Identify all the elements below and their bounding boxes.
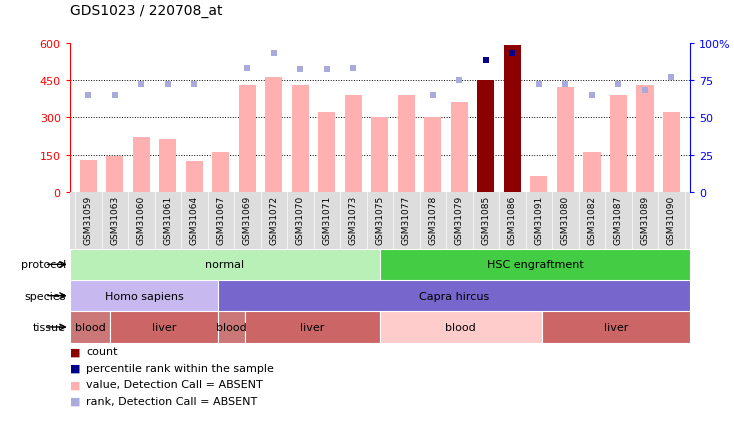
Bar [504, 46, 521, 193]
Bar [610, 95, 627, 193]
Text: GSM31077: GSM31077 [401, 195, 411, 245]
Text: GSM31064: GSM31064 [190, 195, 199, 244]
Bar [265, 78, 283, 193]
Text: GSM31089: GSM31089 [640, 195, 650, 245]
Point [533, 82, 545, 89]
Text: tissue: tissue [33, 322, 66, 332]
Text: GSM31079: GSM31079 [455, 195, 464, 245]
Text: GSM31091: GSM31091 [534, 195, 543, 245]
Bar [110, 312, 218, 343]
Bar [239, 85, 256, 193]
Bar [542, 312, 690, 343]
Point [427, 92, 439, 99]
Text: ■: ■ [70, 396, 80, 406]
Text: GSM31075: GSM31075 [375, 195, 385, 245]
Bar [291, 85, 309, 193]
Text: GSM31082: GSM31082 [587, 195, 597, 244]
Bar [106, 157, 123, 193]
Point [162, 82, 174, 89]
Bar [319, 113, 335, 193]
Bar [424, 118, 441, 193]
Text: GSM31061: GSM31061 [163, 195, 172, 245]
Text: liver: liver [300, 322, 324, 332]
Point [586, 92, 597, 99]
Text: GSM31059: GSM31059 [84, 195, 92, 245]
Text: GSM31070: GSM31070 [296, 195, 305, 245]
Text: GSM31087: GSM31087 [614, 195, 623, 245]
Text: HSC engraftment: HSC engraftment [487, 260, 584, 270]
Text: protocol: protocol [21, 260, 66, 270]
Text: rank, Detection Call = ABSENT: rank, Detection Call = ABSENT [86, 396, 257, 406]
Text: GSM31086: GSM31086 [508, 195, 517, 245]
Bar [636, 85, 653, 193]
Bar [477, 81, 495, 193]
Text: GDS1023 / 220708_at: GDS1023 / 220708_at [70, 4, 222, 18]
Text: count: count [86, 347, 117, 356]
Bar [584, 153, 600, 193]
Text: Capra hircus: Capra hircus [419, 291, 489, 301]
Point [321, 67, 333, 74]
Text: value, Detection Call = ABSENT: value, Detection Call = ABSENT [86, 380, 263, 389]
Text: ■: ■ [70, 347, 80, 356]
Bar [186, 161, 203, 193]
Text: GSM31078: GSM31078 [429, 195, 437, 245]
Point [82, 92, 94, 99]
Point [612, 82, 624, 89]
Bar [398, 95, 415, 193]
Bar [212, 153, 230, 193]
Point [241, 65, 253, 72]
Bar [80, 160, 97, 193]
Text: GSM31085: GSM31085 [482, 195, 490, 245]
Bar [663, 113, 680, 193]
Bar [133, 138, 150, 193]
Bar [451, 103, 468, 193]
Point [480, 58, 492, 65]
Bar [218, 280, 690, 312]
Point [666, 74, 677, 81]
Point [294, 67, 306, 74]
Bar [371, 118, 388, 193]
Bar [530, 177, 548, 193]
Point [506, 50, 518, 57]
Bar [245, 312, 379, 343]
Text: Homo sapiens: Homo sapiens [104, 291, 184, 301]
Point [109, 92, 120, 99]
Text: GSM31090: GSM31090 [667, 195, 676, 245]
Text: blood: blood [75, 322, 106, 332]
Text: GSM31080: GSM31080 [561, 195, 570, 245]
Text: percentile rank within the sample: percentile rank within the sample [86, 363, 274, 373]
Bar [379, 249, 690, 280]
Text: ■: ■ [70, 380, 80, 389]
Point [189, 82, 200, 89]
Text: blood: blood [216, 322, 247, 332]
Text: ■: ■ [70, 363, 80, 373]
Point [135, 82, 147, 89]
Text: GSM31063: GSM31063 [110, 195, 120, 245]
Bar [218, 312, 245, 343]
Point [347, 65, 359, 72]
Bar [557, 88, 574, 193]
Text: GSM31071: GSM31071 [322, 195, 331, 245]
Text: liver: liver [152, 322, 176, 332]
Text: normal: normal [206, 260, 244, 270]
Text: GSM31073: GSM31073 [349, 195, 358, 245]
Point [454, 77, 465, 84]
Point [268, 50, 280, 57]
Bar [159, 139, 176, 193]
Bar [345, 95, 362, 193]
Text: species: species [24, 291, 66, 301]
Text: GSM31069: GSM31069 [243, 195, 252, 245]
Bar [70, 249, 379, 280]
Text: GSM31072: GSM31072 [269, 195, 278, 244]
Bar [379, 312, 542, 343]
Text: GSM31067: GSM31067 [217, 195, 225, 245]
Point [639, 88, 651, 95]
Bar [70, 312, 110, 343]
Point [559, 82, 571, 89]
Text: liver: liver [603, 322, 628, 332]
Text: blood: blood [446, 322, 476, 332]
Bar [70, 280, 218, 312]
Text: GSM31060: GSM31060 [137, 195, 146, 245]
